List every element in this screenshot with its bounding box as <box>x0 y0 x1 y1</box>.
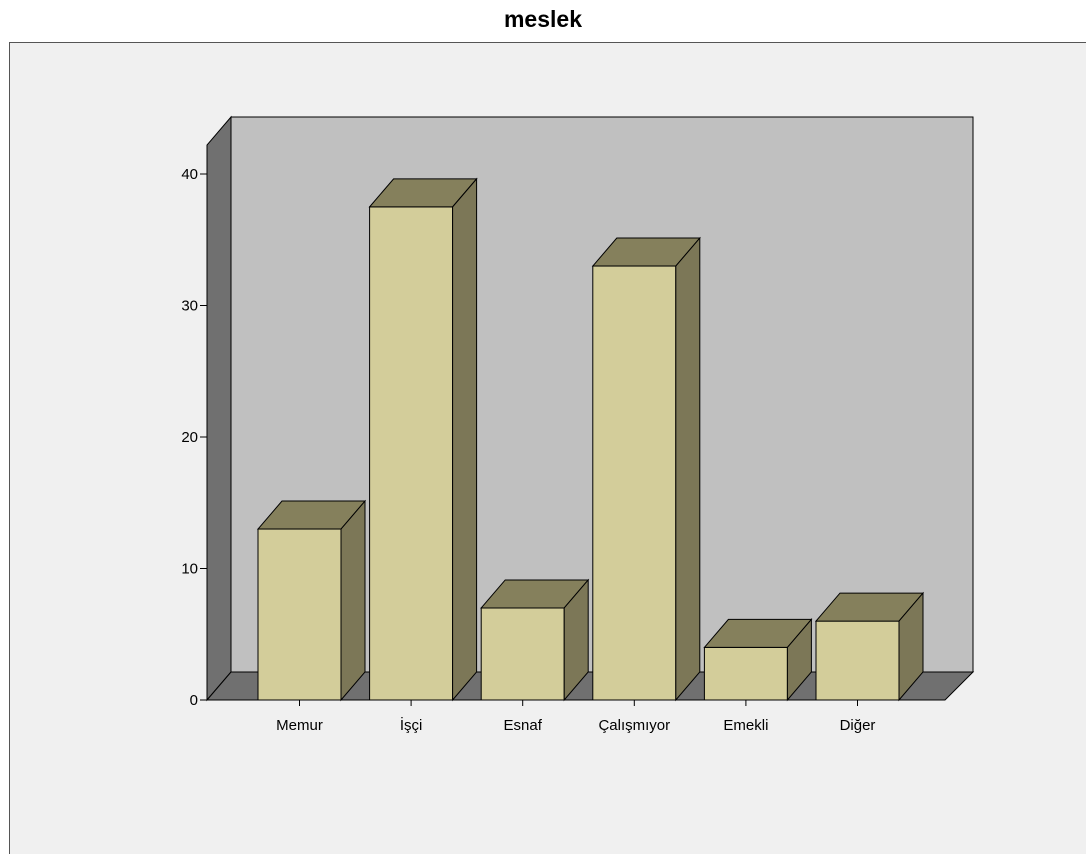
y-tick-label: 30 <box>181 298 198 315</box>
x-tick-label: İşçi <box>400 716 423 734</box>
x-tick-label: Emekli <box>723 717 768 734</box>
x-tick-label: Diğer <box>840 717 876 734</box>
side-wall <box>206 115 232 702</box>
y-tick-label: 0 <box>190 692 198 709</box>
bar <box>257 528 342 701</box>
bar-side <box>452 177 478 702</box>
bar <box>480 607 565 701</box>
x-tick-label: Memur <box>276 717 323 734</box>
bar <box>592 265 677 701</box>
bar-side <box>898 591 924 702</box>
bar-side <box>675 236 701 702</box>
bar-side <box>786 618 812 702</box>
y-tick-label: 40 <box>181 166 198 183</box>
y-tick-label: 10 <box>181 561 198 578</box>
bar <box>369 206 454 701</box>
bar-side <box>563 578 589 702</box>
x-tick-label: Çalışmıyor <box>598 717 670 734</box>
chart-title: meslek <box>503 6 582 32</box>
x-tick-label: Esnaf <box>504 717 543 734</box>
y-tick-label: 20 <box>181 429 198 446</box>
bar <box>703 646 788 701</box>
bar-side <box>340 499 366 702</box>
bar <box>815 620 900 701</box>
